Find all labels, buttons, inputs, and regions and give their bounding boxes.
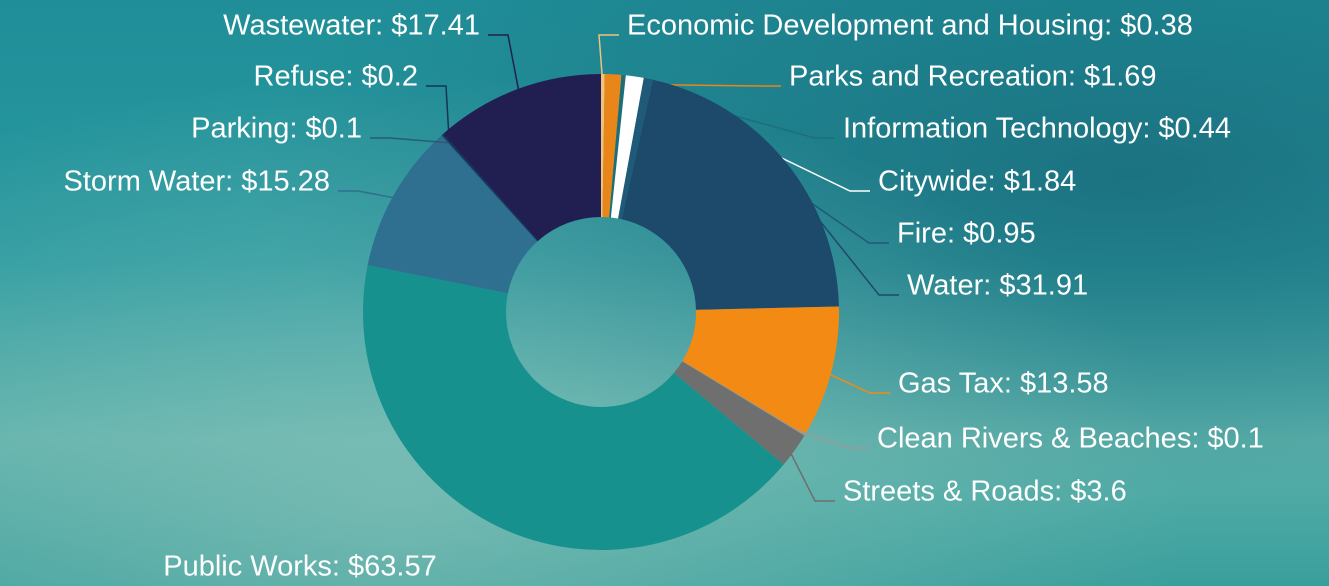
leader-line (338, 191, 403, 199)
slice-label: Wastewater: $17.41 (223, 10, 480, 42)
slice-label: Parking: $0.1 (191, 113, 362, 145)
donut-chart: Economic Development and Housing: $0.38 P… (0, 0, 1329, 586)
leader-line (488, 35, 520, 99)
leader-line (786, 445, 835, 501)
slice-label: Public Works: $63.57 (163, 551, 437, 583)
slice-label: Streets & Roads: $3.6 (843, 476, 1127, 508)
slice-label: Storm Water: $15.28 (64, 166, 330, 198)
slice-label: Refuse: $0.2 (254, 61, 418, 93)
slice-label: Fire: $0.95 (897, 218, 1036, 250)
donut-slice (622, 80, 839, 310)
slice-label: Clean Rivers & Beaches: $0.1 (877, 423, 1264, 455)
slice-label: Water: $31.91 (907, 270, 1088, 302)
slice-label: Parks and Recreation: $1.69 (789, 61, 1157, 93)
slice-label: Information Technology: $0.44 (843, 113, 1231, 145)
slice-label: Gas Tax: $13.58 (898, 368, 1109, 400)
slice-label: Citywide: $1.84 (878, 166, 1076, 198)
slice-label: Economic Development and Housing: $0.38 (627, 10, 1193, 42)
leader-line (796, 430, 869, 448)
page: Economic Development and Housing: $0.38 P… (0, 0, 1329, 586)
leader-line (821, 370, 890, 393)
